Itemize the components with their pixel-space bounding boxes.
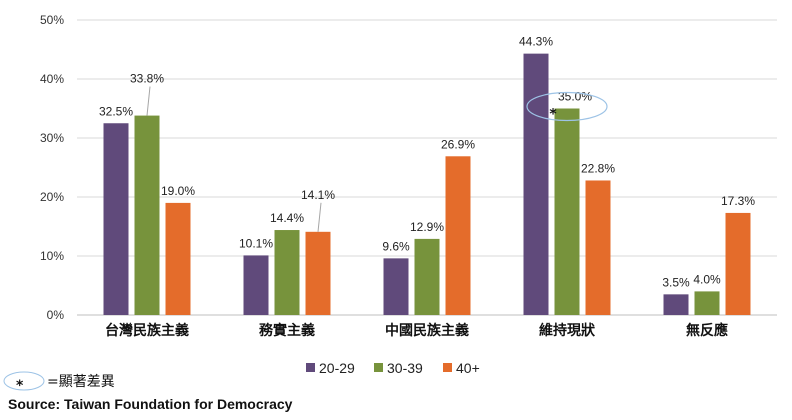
note-symbol: * [16, 378, 24, 394]
x-axis-categories: 台灣民族主義 務實主義 中國民族主義 維持現狀 無反應 [105, 322, 728, 339]
bar [414, 238, 440, 315]
significance-highlight: * [526, 91, 608, 123]
legend-swatch [306, 363, 315, 372]
category-label: 無反應 [686, 322, 728, 339]
bar [243, 255, 269, 315]
y-axis-ticks: 0% 10% 20% 30% 40% 50% [40, 13, 64, 322]
bar [305, 231, 331, 315]
category-label: 維持現狀 [539, 322, 596, 339]
bar [165, 202, 191, 315]
significance-note: * =顯著差異 [3, 371, 115, 394]
leader-line [317, 202, 322, 232]
y-tick-label: 0% [47, 308, 65, 322]
gridlines [77, 19, 777, 316]
data-label: 44.3% [519, 35, 553, 49]
bar [274, 230, 300, 315]
data-label: 9.6% [382, 239, 410, 253]
data-label: 3.5% [662, 275, 690, 289]
bar [103, 123, 129, 315]
data-label: 14.4% [270, 211, 304, 225]
legend-label: 40+ [456, 360, 480, 376]
bar [725, 212, 751, 315]
bars [103, 53, 751, 315]
source-text: Source: Taiwan Foundation for Democracy [8, 396, 293, 412]
data-labels: 32.5% 33.8% 19.0% 10.1% 14.4% 14.1% 9.6%12.9% 2… [99, 35, 755, 290]
y-tick-label: 50% [40, 13, 64, 27]
data-label: 32.5% [99, 104, 133, 118]
bar [663, 294, 689, 315]
data-label: 26.9% [441, 137, 475, 151]
data-label: 12.9% [410, 220, 444, 234]
bar [383, 258, 409, 315]
highlight-marker: * [549, 107, 557, 123]
data-label: 4.0% [693, 272, 721, 286]
bar [523, 53, 549, 315]
note-ellipse [3, 371, 45, 391]
category-label: 台灣民族主義 [105, 322, 189, 339]
data-label: 22.8% [581, 161, 615, 175]
bar [445, 156, 471, 315]
legend-swatch [374, 363, 383, 372]
data-label: 17.3% [721, 194, 755, 208]
legend-label: 30-39 [387, 360, 423, 376]
data-label: 35.0% [558, 90, 592, 104]
legend: 20-29 30-39 40+ [306, 360, 480, 376]
note-text: =顯著差異 [47, 374, 115, 390]
y-tick-label: 20% [40, 190, 64, 204]
category-label: 務實主義 [259, 322, 315, 339]
y-tick-label: 10% [40, 249, 64, 263]
y-tick-label: 30% [40, 131, 64, 145]
bar [134, 115, 160, 315]
category-label: 中國民族主義 [385, 322, 469, 339]
legend-swatch [443, 363, 452, 372]
highlight-ellipse [526, 91, 608, 122]
leader-line [146, 86, 151, 116]
data-label: 19.0% [161, 184, 195, 198]
data-label: 10.1% [239, 236, 273, 250]
bar [554, 108, 580, 315]
data-label: 33.8% [130, 72, 164, 86]
bar [694, 291, 720, 315]
data-label: 14.1% [301, 188, 335, 202]
bar [585, 180, 611, 315]
y-tick-label: 40% [40, 72, 64, 86]
legend-label: 20-29 [319, 360, 355, 376]
